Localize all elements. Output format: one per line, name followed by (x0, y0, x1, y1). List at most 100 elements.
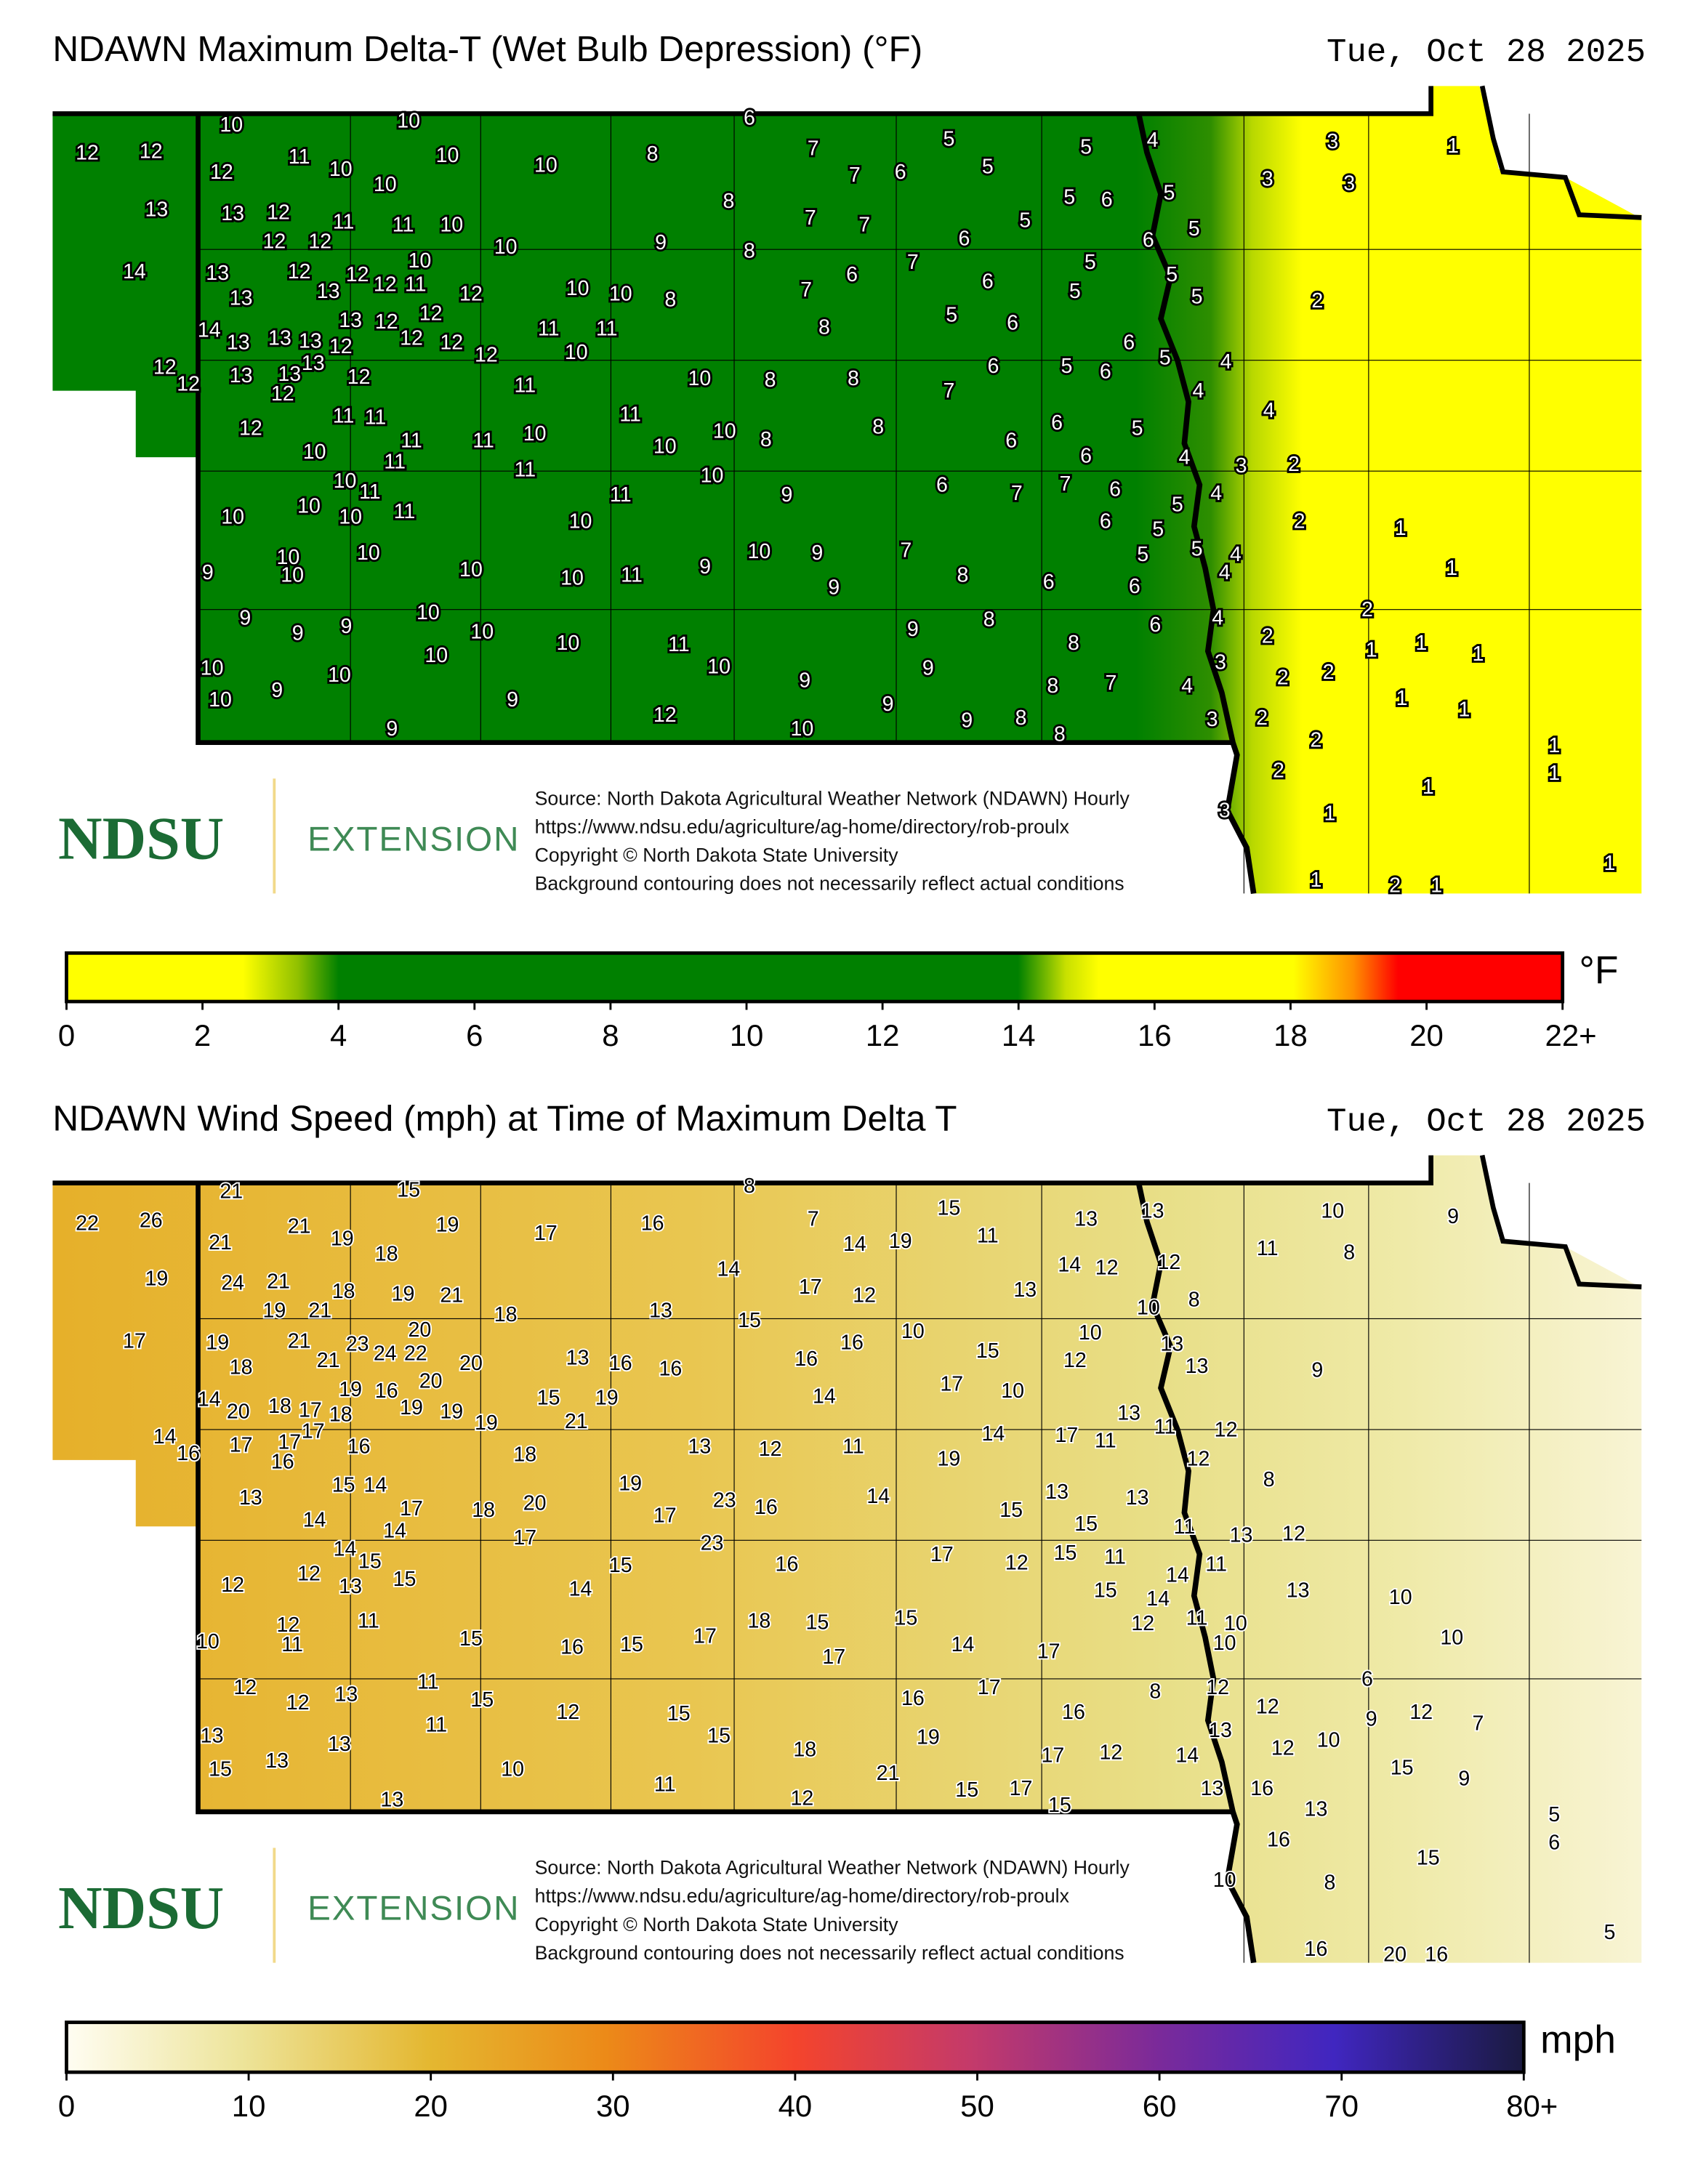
station-wind-speed-value: 11 (417, 1670, 439, 1693)
station-wind-speed-value: 19 (938, 1447, 961, 1470)
station-wind-speed-value: 5 (1548, 1803, 1560, 1826)
station-wind-speed-value: 17 (278, 1431, 301, 1454)
station-wind-speed-value: 16 (271, 1450, 294, 1473)
station-wind-speed-value: 21 (288, 1214, 311, 1238)
station-wind-speed-value: 18 (329, 1403, 353, 1426)
station-delta-t-value: 5 (1188, 217, 1200, 241)
station-wind-speed-value: 20 (523, 1491, 547, 1515)
station-wind-speed-value: 21 (209, 1231, 232, 1254)
station-delta-t-value: 1 (1366, 639, 1377, 662)
station-delta-t-value: 10 (791, 717, 814, 741)
station-wind-speed-value: 14 (383, 1520, 406, 1543)
station-delta-t-value: 5 (943, 127, 954, 150)
station-wind-speed-value: 16 (1267, 1829, 1290, 1852)
wind-title: NDAWN Wind Speed (mph) at Time of Maximu… (52, 1098, 957, 1138)
station-wind-speed-value: 11 (1205, 1552, 1227, 1576)
station-wind-speed-value: 21 (220, 1180, 243, 1204)
station-delta-t-value: 1 (1431, 874, 1442, 897)
station-delta-t-value: 10 (276, 546, 299, 569)
station-delta-t-value: 12 (140, 140, 163, 163)
station-wind-speed-value: 12 (1409, 1701, 1433, 1724)
station-delta-t-value: 2 (1294, 509, 1305, 533)
station-delta-t-value: 5 (1166, 263, 1178, 286)
station-wind-speed-value: 18 (513, 1443, 536, 1467)
station-delta-t-value: 10 (494, 235, 518, 259)
station-wind-speed-value: 11 (1186, 1607, 1208, 1630)
station-wind-speed-value: 8 (1149, 1680, 1161, 1704)
station-delta-t-value: 4 (1210, 482, 1222, 505)
station-wind-speed-value: 12 (1271, 1737, 1295, 1760)
station-delta-t-value: 9 (271, 679, 283, 702)
station-delta-t-value: 12 (375, 310, 398, 334)
station-delta-t-value: 1 (1548, 762, 1560, 785)
station-delta-t-value: 2 (1310, 728, 1321, 751)
station-wind-speed-value: 15 (537, 1387, 560, 1410)
station-delta-t-value: 13 (230, 286, 253, 310)
station-wind-speed-value: 14 (982, 1422, 1005, 1446)
station-delta-t-value: 2 (1311, 289, 1323, 313)
station-wind-speed-value: 10 (1079, 1321, 1102, 1345)
station-wind-speed-value: 19 (440, 1401, 463, 1424)
station-delta-t-value: 1 (1447, 134, 1459, 158)
colorbar-tick-label: 4 (330, 1018, 347, 1052)
station-wind-speed-value: 15 (976, 1339, 999, 1363)
station-wind-speed-value: 11 (358, 1609, 379, 1632)
station-wind-speed-value: 16 (755, 1496, 778, 1519)
station-wind-speed-value: 17 (302, 1419, 325, 1443)
station-delta-t-value: 5 (1069, 280, 1081, 303)
station-wind-speed-value: 15 (459, 1627, 483, 1651)
station-delta-t-value: 5 (982, 155, 994, 178)
station-delta-t-value: 9 (828, 576, 840, 600)
station-wind-speed-value: 11 (1104, 1546, 1126, 1569)
station-wind-speed-value: 18 (268, 1395, 291, 1418)
station-delta-t-value: 5 (1191, 286, 1203, 309)
station-delta-t-value: 10 (339, 506, 362, 529)
source-note-line: Copyright © North Dakota State Universit… (535, 845, 899, 866)
station-delta-t-value: 3 (1219, 799, 1231, 823)
colorbar-tick-label: 22+ (1545, 1018, 1597, 1052)
station-delta-t-value: 13 (302, 352, 325, 375)
station-wind-speed-value: 23 (346, 1332, 369, 1355)
station-wind-speed-value: 13 (688, 1435, 711, 1458)
station-wind-speed-value: 11 (1154, 1416, 1176, 1439)
station-wind-speed-value: 16 (177, 1442, 200, 1465)
station-wind-speed-value: 15 (609, 1554, 632, 1577)
station-wind-speed-value: 16 (609, 1352, 632, 1375)
station-delta-t-value: 12 (475, 344, 498, 367)
station-delta-t-value: 8 (983, 608, 995, 632)
station-delta-t-value: 5 (1152, 518, 1164, 541)
station-wind-speed-value: 10 (1389, 1586, 1412, 1609)
station-wind-speed-value: 19 (262, 1299, 286, 1323)
extension-logo-text: EXTENSION (307, 820, 520, 858)
station-wind-speed-value: 10 (1213, 1869, 1236, 1892)
station-wind-speed-value: 12 (1282, 1522, 1305, 1545)
station-wind-speed-value: 19 (917, 1726, 940, 1749)
station-delta-t-value: 8 (744, 240, 755, 263)
station-delta-t-value: 9 (799, 669, 810, 692)
station-delta-t-value: 2 (1361, 598, 1373, 621)
station-wind-speed-value: 15 (738, 1309, 761, 1332)
station-delta-t-value: 10 (328, 664, 351, 687)
station-delta-t-value: 11 (621, 564, 643, 587)
station-delta-t-value: 12 (459, 283, 483, 306)
station-delta-t-value: 4 (1219, 561, 1231, 584)
station-delta-t-value: 10 (747, 540, 770, 563)
station-wind-speed-value: 15 (1391, 1756, 1414, 1779)
station-wind-speed-value: 26 (140, 1209, 163, 1233)
station-wind-speed-value: 21 (267, 1270, 290, 1294)
station-delta-t-value: 10 (374, 173, 397, 196)
station-delta-t-value: 4 (1193, 379, 1204, 403)
ndsu-logo: NDSU (58, 1874, 224, 1942)
station-delta-t-value: 6 (1123, 331, 1135, 354)
station-wind-speed-value: 13 (1045, 1480, 1069, 1504)
station-wind-speed-value: 13 (649, 1299, 672, 1323)
station-delta-t-value: 6 (1080, 445, 1092, 468)
station-wind-speed-value: 17 (822, 1645, 845, 1669)
source-note-line: Copyright © North Dakota State Universit… (535, 1914, 899, 1935)
station-wind-speed-value: 13 (1160, 1332, 1183, 1355)
colorbar-gradient (65, 2020, 1526, 2074)
station-delta-t-value: 7 (1105, 672, 1116, 695)
station-delta-t-value: 10 (440, 213, 463, 236)
colorbar-tick-label: 10 (730, 1018, 764, 1052)
station-delta-t-value: 9 (699, 555, 711, 579)
